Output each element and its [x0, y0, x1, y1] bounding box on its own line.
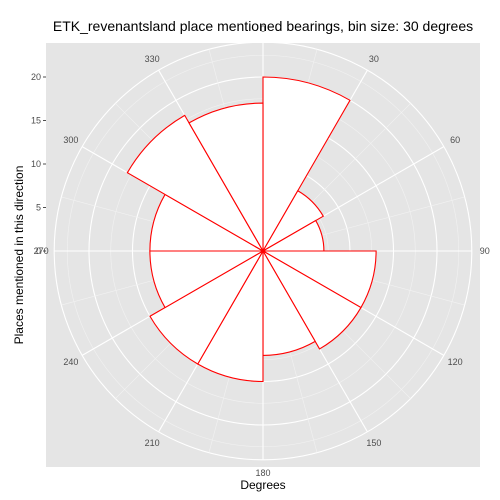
x-axis-title: Degrees: [240, 478, 285, 492]
radial-tick-label: 0: [36, 246, 41, 256]
bar-wedge-300: [126, 114, 265, 253]
angle-tick-label: 90: [480, 246, 490, 256]
angle-tick-label: 120: [448, 357, 463, 367]
bar-wedge-30: [261, 189, 325, 253]
bar-wedge-210: [149, 249, 265, 365]
angle-tick-label: 30: [369, 54, 379, 64]
radial-tick-layer: 0 5 10 15 20: [31, 72, 46, 256]
angle-tick-label: 0: [260, 24, 265, 34]
radial-tick-label: 15: [31, 116, 41, 126]
angle-tick-label: 60: [450, 135, 460, 145]
angle-tick-label: 210: [145, 438, 160, 448]
bar-wedge-0: [262, 76, 351, 254]
angle-tick-label: 180: [255, 468, 270, 478]
angle-tick-label: 330: [145, 54, 160, 64]
bar-wedge-330: [188, 102, 264, 254]
angle-tick-label: 150: [366, 438, 381, 448]
radial-tick-label: 5: [36, 203, 41, 213]
radial-tick-label: 20: [31, 72, 41, 82]
radial-tick-label: 10: [31, 159, 41, 169]
angle-tick-label: 240: [63, 357, 78, 367]
angle-tick-label: 300: [63, 135, 78, 145]
bar-wedge-120: [261, 249, 362, 350]
chart-title: ETK_revenantsland place mentioned bearin…: [53, 18, 473, 34]
y-axis-title: Places mentioned in this direction: [12, 166, 26, 345]
angle-tick-label: 270: [34, 246, 49, 256]
bars-layer: [126, 76, 377, 383]
